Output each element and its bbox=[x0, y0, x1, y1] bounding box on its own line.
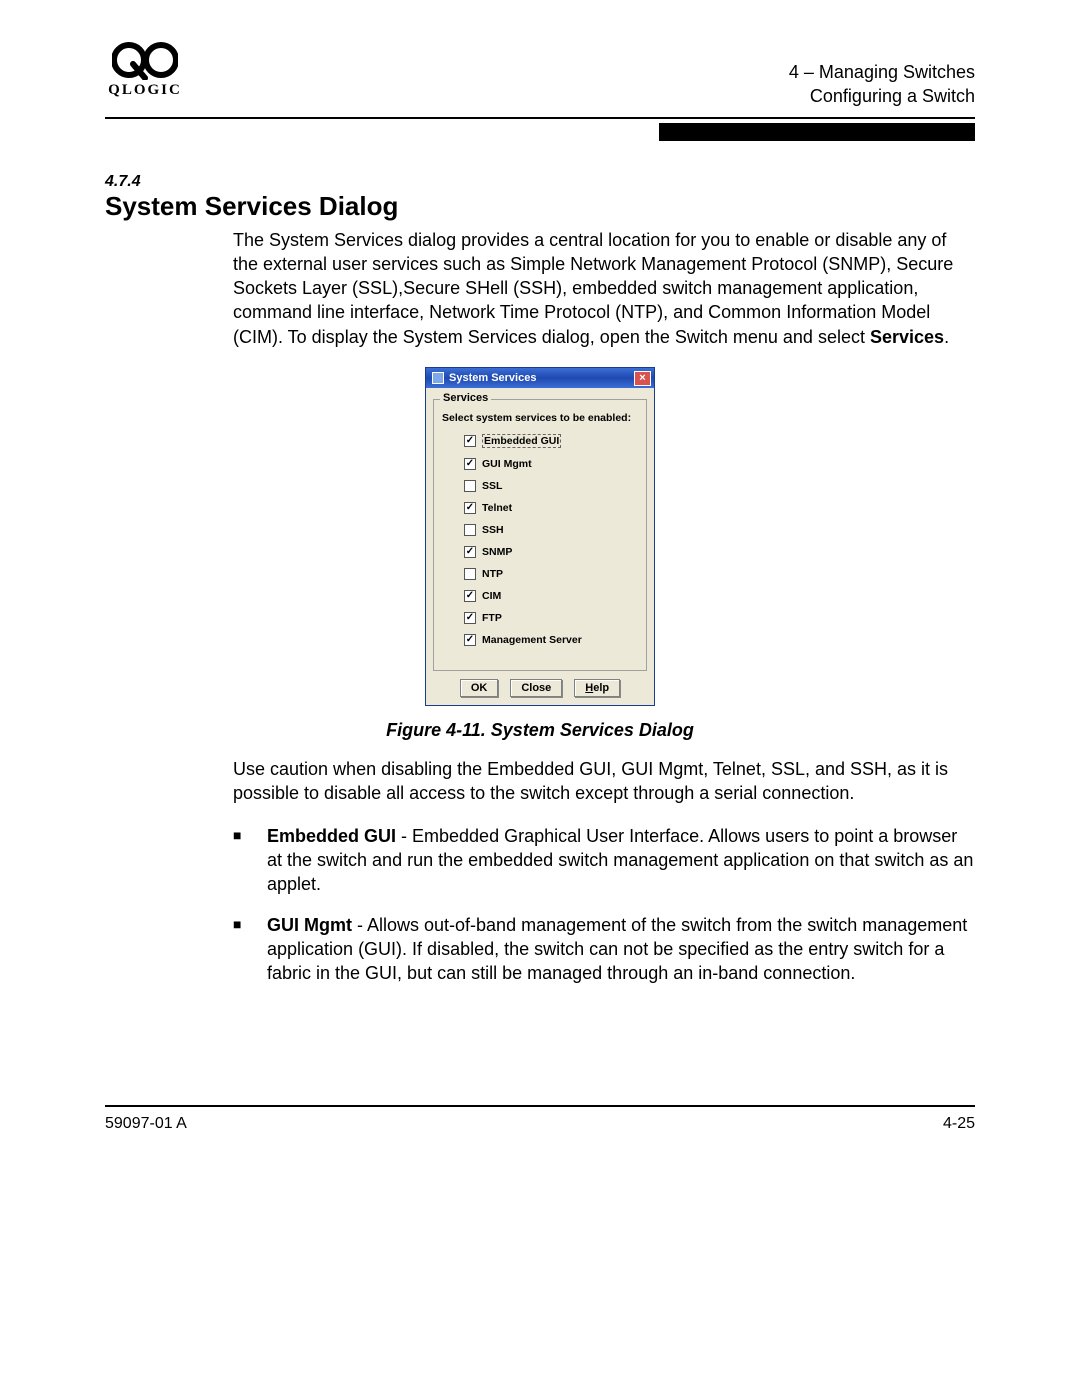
dialog-app-icon bbox=[432, 372, 444, 384]
service-checkbox-row[interactable]: SSH bbox=[464, 524, 638, 536]
service-checkbox-row[interactable]: Management Server bbox=[464, 634, 638, 646]
header-rule bbox=[105, 117, 975, 119]
bullet-term: Embedded GUI bbox=[267, 826, 396, 846]
services-fieldset: Services Select system services to be en… bbox=[433, 399, 647, 671]
checkbox-icon[interactable] bbox=[464, 612, 476, 624]
intro-paragraph: The System Services dialog provides a ce… bbox=[233, 228, 975, 349]
footer-rule bbox=[105, 1105, 975, 1107]
bullet-desc: - Allows out-of-band management of the s… bbox=[267, 915, 967, 984]
service-checkbox-row[interactable]: SSL bbox=[464, 480, 638, 492]
intro-post: . bbox=[944, 327, 949, 347]
section-title: System Services Dialog bbox=[105, 191, 975, 222]
ok-button[interactable]: OK bbox=[460, 679, 499, 697]
checkbox-icon[interactable] bbox=[464, 458, 476, 470]
footer-left: 59097-01 A bbox=[105, 1115, 187, 1133]
caution-paragraph: Use caution when disabling the Embedded … bbox=[233, 757, 975, 806]
service-checkbox-row[interactable]: SNMP bbox=[464, 546, 638, 558]
fieldset-instruction: Select system services to be enabled: bbox=[442, 412, 638, 424]
header-section: Configuring a Switch bbox=[789, 84, 975, 108]
logo-text: QLOGIC bbox=[108, 82, 182, 99]
section-number: 4.7.4 bbox=[105, 173, 975, 191]
bullet-item: Embedded GUI - Embedded Graphical User I… bbox=[233, 824, 975, 897]
fieldset-legend: Services bbox=[440, 392, 491, 404]
checkbox-icon[interactable] bbox=[464, 435, 476, 447]
header-text: 4 – Managing Switches Configuring a Swit… bbox=[789, 60, 975, 109]
footer-right: 4-25 bbox=[943, 1115, 975, 1133]
dialog-body: Services Select system services to be en… bbox=[426, 388, 654, 705]
checkbox-icon[interactable] bbox=[464, 546, 476, 558]
intro-pre: The System Services dialog provides a ce… bbox=[233, 230, 953, 347]
service-checkbox-row[interactable]: GUI Mgmt bbox=[464, 458, 638, 470]
checkbox-list: Embedded GUI GUI Mgmt SSL Telnet SSH SNMP NTP C… bbox=[442, 434, 638, 646]
help-button[interactable]: Help bbox=[574, 679, 620, 697]
checkbox-label: Embedded GUI bbox=[482, 434, 561, 448]
checkbox-label: SSL bbox=[482, 480, 502, 492]
logo: QLOGIC bbox=[105, 40, 185, 99]
checkbox-label: Telnet bbox=[482, 502, 512, 514]
close-icon[interactable]: × bbox=[634, 371, 651, 386]
qlogic-logo-icon bbox=[112, 40, 178, 80]
checkbox-icon[interactable] bbox=[464, 502, 476, 514]
intro-bold: Services bbox=[870, 327, 944, 347]
checkbox-label: SSH bbox=[482, 524, 504, 536]
checkbox-label: NTP bbox=[482, 568, 503, 580]
service-checkbox-row[interactable]: CIM bbox=[464, 590, 638, 602]
service-checkbox-row[interactable]: NTP bbox=[464, 568, 638, 580]
page-header: QLOGIC 4 – Managing Switches Configuring… bbox=[105, 40, 975, 109]
checkbox-label: FTP bbox=[482, 612, 502, 624]
header-blackbar-row bbox=[105, 123, 975, 141]
system-services-dialog: System Services × Services Select system… bbox=[425, 367, 655, 706]
dialog-titlebar[interactable]: System Services × bbox=[426, 368, 654, 388]
checkbox-icon[interactable] bbox=[464, 568, 476, 580]
figure-wrapper: System Services × Services Select system… bbox=[105, 367, 975, 706]
service-checkbox-row[interactable]: Telnet bbox=[464, 502, 638, 514]
header-chapter: 4 – Managing Switches bbox=[789, 60, 975, 84]
header-blackbar bbox=[659, 123, 975, 141]
checkbox-icon[interactable] bbox=[464, 590, 476, 602]
checkbox-label: GUI Mgmt bbox=[482, 458, 532, 470]
checkbox-icon[interactable] bbox=[464, 634, 476, 646]
close-button[interactable]: Close bbox=[510, 679, 562, 697]
checkbox-label: CIM bbox=[482, 590, 501, 602]
dialog-button-row: OK Close Help bbox=[433, 679, 647, 697]
dialog-title-text: System Services bbox=[449, 372, 634, 384]
page-footer: 59097-01 A 4-25 bbox=[105, 1115, 975, 1133]
bullet-list: Embedded GUI - Embedded Graphical User I… bbox=[233, 824, 975, 986]
bullet-item: GUI Mgmt - Allows out-of-band management… bbox=[233, 913, 975, 986]
bullet-term: GUI Mgmt bbox=[267, 915, 352, 935]
figure-caption: Figure 4-11. System Services Dialog bbox=[105, 720, 975, 741]
checkbox-icon[interactable] bbox=[464, 480, 476, 492]
checkbox-icon[interactable] bbox=[464, 524, 476, 536]
checkbox-label: SNMP bbox=[482, 546, 512, 558]
service-checkbox-row[interactable]: Embedded GUI bbox=[464, 434, 638, 448]
service-checkbox-row[interactable]: FTP bbox=[464, 612, 638, 624]
checkbox-label: Management Server bbox=[482, 634, 582, 646]
